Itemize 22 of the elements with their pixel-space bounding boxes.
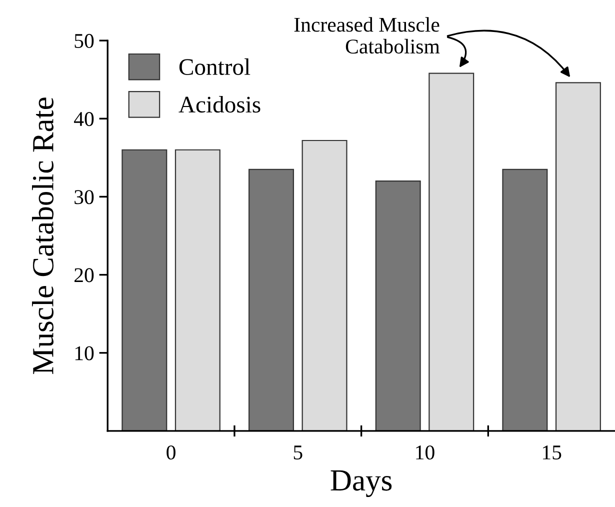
bar [502, 168, 548, 431]
x-axis-title: Days [330, 470, 392, 497]
bar [375, 180, 421, 431]
bar [122, 149, 168, 431]
y-axis-title: Muscle Catabolic Rate [32, 98, 54, 374]
x-tick-label: 5 [294, 446, 302, 460]
y-tick-label: 20 [74, 268, 94, 282]
legend-label: Control [179, 58, 250, 76]
y-tick-label: 10 [75, 346, 94, 360]
legend-label: Acidosis [178, 96, 260, 113]
bar [302, 140, 348, 431]
annotation: Increased Muscle Catabolism [294, 17, 440, 54]
y-tick-label: 50 [74, 34, 94, 48]
y-tick-label: 30 [74, 190, 94, 204]
bar [248, 168, 294, 431]
bar [174, 149, 220, 431]
y-tick-label: 40 [74, 112, 94, 126]
x-tick-label: 15 [542, 446, 562, 460]
x-tick-label: 0 [166, 445, 176, 460]
x-tick-label: 10 [416, 445, 434, 460]
bar [428, 72, 474, 431]
bar [555, 82, 601, 431]
